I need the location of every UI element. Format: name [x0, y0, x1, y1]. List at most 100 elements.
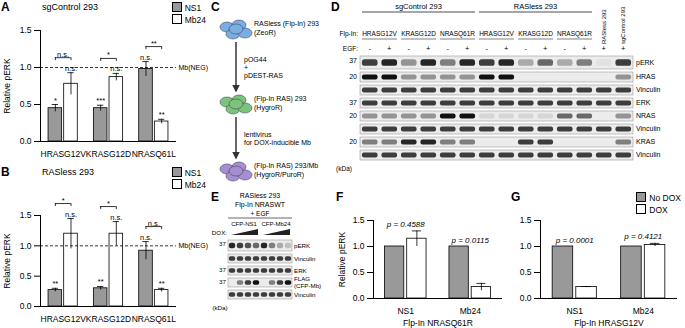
svg-text:KRASG12D: KRASG12D: [518, 30, 553, 37]
svg-text:Vinculin: Vinculin: [636, 125, 660, 132]
svg-text:+: +: [504, 44, 509, 53]
svg-text:NRAS: NRAS: [636, 112, 656, 119]
svg-text:RASless 293: RASless 293: [514, 2, 557, 11]
svg-text:Mb(NEG): Mb(NEG): [179, 64, 209, 72]
svg-text:Relative pERK: Relative pERK: [337, 232, 347, 288]
svg-text:0.5: 0.5: [353, 267, 365, 277]
svg-text:n.s.: n.s.: [65, 210, 77, 219]
svg-text:CFP-NS1: CFP-NS1: [231, 221, 257, 227]
svg-text:**: **: [52, 279, 58, 288]
svg-text:Flp-In HRASG12V: Flp-In HRASG12V: [574, 318, 644, 328]
svg-text:+: +: [465, 44, 470, 53]
svg-text:HRASG12V: HRASG12V: [479, 30, 514, 37]
svg-text:20: 20: [349, 112, 357, 119]
svg-text:sgControl 293: sgControl 293: [620, 6, 626, 44]
svg-text:-: -: [525, 44, 528, 53]
svg-text:**: **: [159, 279, 165, 288]
svg-text:NS1: NS1: [397, 306, 414, 316]
svg-text:p = 0.4121: p = 0.4121: [623, 232, 662, 241]
svg-text:-: -: [408, 44, 411, 53]
svg-text:*: *: [54, 96, 57, 105]
svg-text:20: 20: [349, 73, 357, 80]
svg-text:*: *: [62, 196, 65, 205]
svg-text:lentivirusfor DOX-inducible Mb: lentivirusfor DOX-inducible Mb: [244, 131, 311, 146]
svg-text:+: +: [426, 44, 431, 53]
svg-text:0.5: 0.5: [20, 99, 32, 109]
svg-text:E: E: [211, 190, 219, 204]
svg-text:Vinculin: Vinculin: [294, 255, 316, 262]
svg-text:KRASG12D: KRASG12D: [86, 314, 131, 324]
svg-text:RASless 293: RASless 293: [601, 9, 607, 44]
svg-text:FLAG(CFP-Mb): FLAG(CFP-Mb): [294, 275, 321, 289]
svg-text:n.s.: n.s.: [110, 64, 122, 73]
svg-text:+: +: [387, 44, 392, 53]
svg-text:HRASG12V: HRASG12V: [362, 30, 397, 37]
svg-text:(kDa): (kDa): [336, 165, 352, 173]
svg-text:0.5: 0.5: [520, 267, 532, 277]
svg-text:NRASQ61L: NRASQ61L: [132, 314, 177, 324]
svg-text:+: +: [602, 44, 607, 53]
svg-text:1.5: 1.5: [520, 215, 532, 225]
svg-text:37: 37: [219, 240, 226, 247]
svg-text:p = 0.0115: p = 0.0115: [451, 236, 490, 245]
svg-text:KRASG12D: KRASG12D: [86, 149, 131, 159]
svg-text:pOG44+pDEST-RAS: pOG44+pDEST-RAS: [244, 56, 283, 80]
svg-text:Vinculin: Vinculin: [294, 291, 316, 298]
svg-text:p = 0.4588: p = 0.4588: [386, 220, 426, 229]
svg-text:*: *: [107, 199, 110, 208]
svg-text:***: ***: [96, 96, 105, 105]
svg-text:EGF:: EGF:: [343, 45, 358, 52]
svg-text:0.0: 0.0: [20, 301, 32, 311]
svg-text:Flp-In:: Flp-In:: [340, 30, 359, 38]
svg-text:-: -: [564, 44, 567, 53]
svg-text:(Flp-In RAS) 293(HygroR): (Flp-In RAS) 293(HygroR): [254, 95, 307, 112]
svg-text:n.s.: n.s.: [110, 213, 122, 222]
svg-text:+: +: [621, 44, 626, 53]
svg-text:**: **: [151, 39, 157, 48]
svg-text:Vinculin: Vinculin: [636, 86, 660, 93]
svg-text:NRASQ61L: NRASQ61L: [132, 149, 177, 159]
svg-text:p = 0.0001: p = 0.0001: [555, 236, 594, 245]
svg-text:NS1: NS1: [566, 306, 583, 316]
svg-text:D: D: [331, 0, 340, 14]
svg-text:HRASG12V: HRASG12V: [40, 314, 86, 324]
svg-text:**: **: [98, 277, 104, 286]
svg-text:1.0: 1.0: [353, 241, 365, 251]
svg-text:+ EGF: + EGF: [251, 210, 270, 217]
svg-text:-: -: [369, 44, 372, 53]
svg-text:Mb24: Mb24: [633, 306, 655, 316]
svg-text:1.0: 1.0: [520, 241, 532, 251]
svg-text:**: **: [159, 110, 165, 119]
svg-text:Flp-In NRASWT: Flp-In NRASWT: [235, 201, 286, 209]
svg-text:37: 37: [349, 99, 357, 106]
svg-text:HRAS: HRAS: [636, 73, 656, 80]
svg-text:NRASQ61R: NRASQ61R: [440, 30, 475, 38]
svg-text:CFP-Mb24: CFP-Mb24: [261, 221, 291, 227]
svg-text:ERK: ERK: [294, 267, 308, 274]
svg-text:pERK: pERK: [636, 59, 655, 67]
svg-text:1.5: 1.5: [20, 210, 32, 220]
svg-text:1.5: 1.5: [20, 25, 32, 35]
svg-text:+: +: [582, 44, 587, 53]
svg-text:n.s.: n.s.: [140, 233, 152, 242]
svg-text:*: *: [107, 50, 110, 59]
svg-text:1.0: 1.0: [20, 241, 32, 251]
svg-text:+: +: [543, 44, 548, 53]
svg-text:0.0: 0.0: [20, 136, 32, 146]
svg-text:ERK: ERK: [636, 99, 651, 106]
svg-text:Mb24: Mb24: [460, 306, 482, 316]
svg-text:RASless 293: RASless 293: [240, 192, 281, 199]
svg-text:n.s.: n.s.: [65, 64, 77, 73]
svg-text:n.s.: n.s.: [140, 53, 152, 62]
svg-text:37: 37: [219, 278, 226, 285]
svg-text:C: C: [211, 0, 220, 14]
svg-text:HRASG12V: HRASG12V: [40, 149, 86, 159]
svg-text:Vinculin: Vinculin: [636, 151, 660, 158]
svg-text:(Flp-In RAS) 293/Mb(HygroR/Pur: (Flp-In RAS) 293/Mb(HygroR/PuroR): [254, 162, 318, 179]
svg-text:n.s.: n.s.: [148, 219, 160, 228]
svg-text:sgControl 293: sgControl 293: [395, 2, 442, 11]
svg-text:Flp-In NRASQ61R: Flp-In NRASQ61R: [403, 318, 473, 328]
svg-text:NRASQ61R: NRASQ61R: [557, 30, 592, 38]
svg-text:KRAS: KRAS: [636, 138, 655, 145]
svg-text:37: 37: [349, 57, 357, 64]
